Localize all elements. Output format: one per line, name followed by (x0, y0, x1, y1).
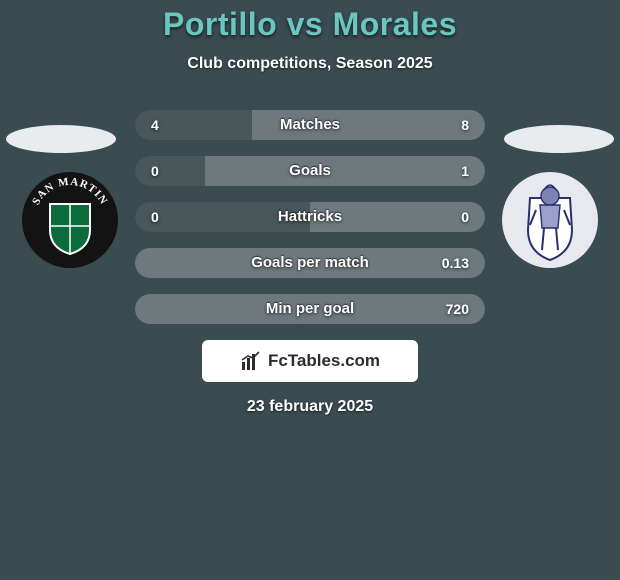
stat-value-left: 0 (151, 156, 159, 186)
halo-left (6, 125, 116, 153)
stat-value-left: 0 (151, 202, 159, 232)
date-text: 23 february 2025 (0, 398, 620, 416)
gimnasia-badge-icon (500, 170, 600, 270)
brand-text: FcTables.com (268, 351, 380, 371)
stat-value-left: 4 (151, 110, 159, 140)
stat-row: Hattricks0 0 (135, 202, 485, 232)
brand-badge: FcTables.com (202, 340, 418, 382)
comparison-card: Portillo vs Morales Club competitions, S… (0, 0, 620, 580)
stat-value-right: 8 (461, 110, 469, 140)
stat-label: Hattricks (135, 202, 485, 232)
stat-label: Min per goal (135, 294, 485, 324)
stat-label: Goals per match (135, 248, 485, 278)
stat-label: Matches (135, 110, 485, 140)
bars-icon (240, 350, 262, 372)
stat-row: Matches4 8 (135, 110, 485, 140)
page-title: Portillo vs Morales (0, 0, 620, 43)
san-martin-badge-icon: SAN MARTIN (20, 170, 120, 270)
stat-value-right: 1 (461, 156, 469, 186)
content: SAN MARTIN Matches48Goals01Hattricks00Go (0, 110, 620, 416)
halo-right (504, 125, 614, 153)
subtitle: Club competitions, Season 2025 (0, 55, 620, 73)
stat-row: Goals per match0.13 (135, 248, 485, 278)
stat-label: Goals (135, 156, 485, 186)
stats-rows: Matches48Goals01Hattricks00Goals per mat… (135, 110, 485, 324)
stat-value-right: 0 (461, 202, 469, 232)
stat-row: Min per goal720 (135, 294, 485, 324)
stat-value-right: 0.13 (442, 248, 469, 278)
stat-value-right: 720 (446, 294, 469, 324)
team-logo-right (500, 170, 600, 270)
team-logo-left: SAN MARTIN (20, 170, 120, 270)
stat-row: Goals0 1 (135, 156, 485, 186)
